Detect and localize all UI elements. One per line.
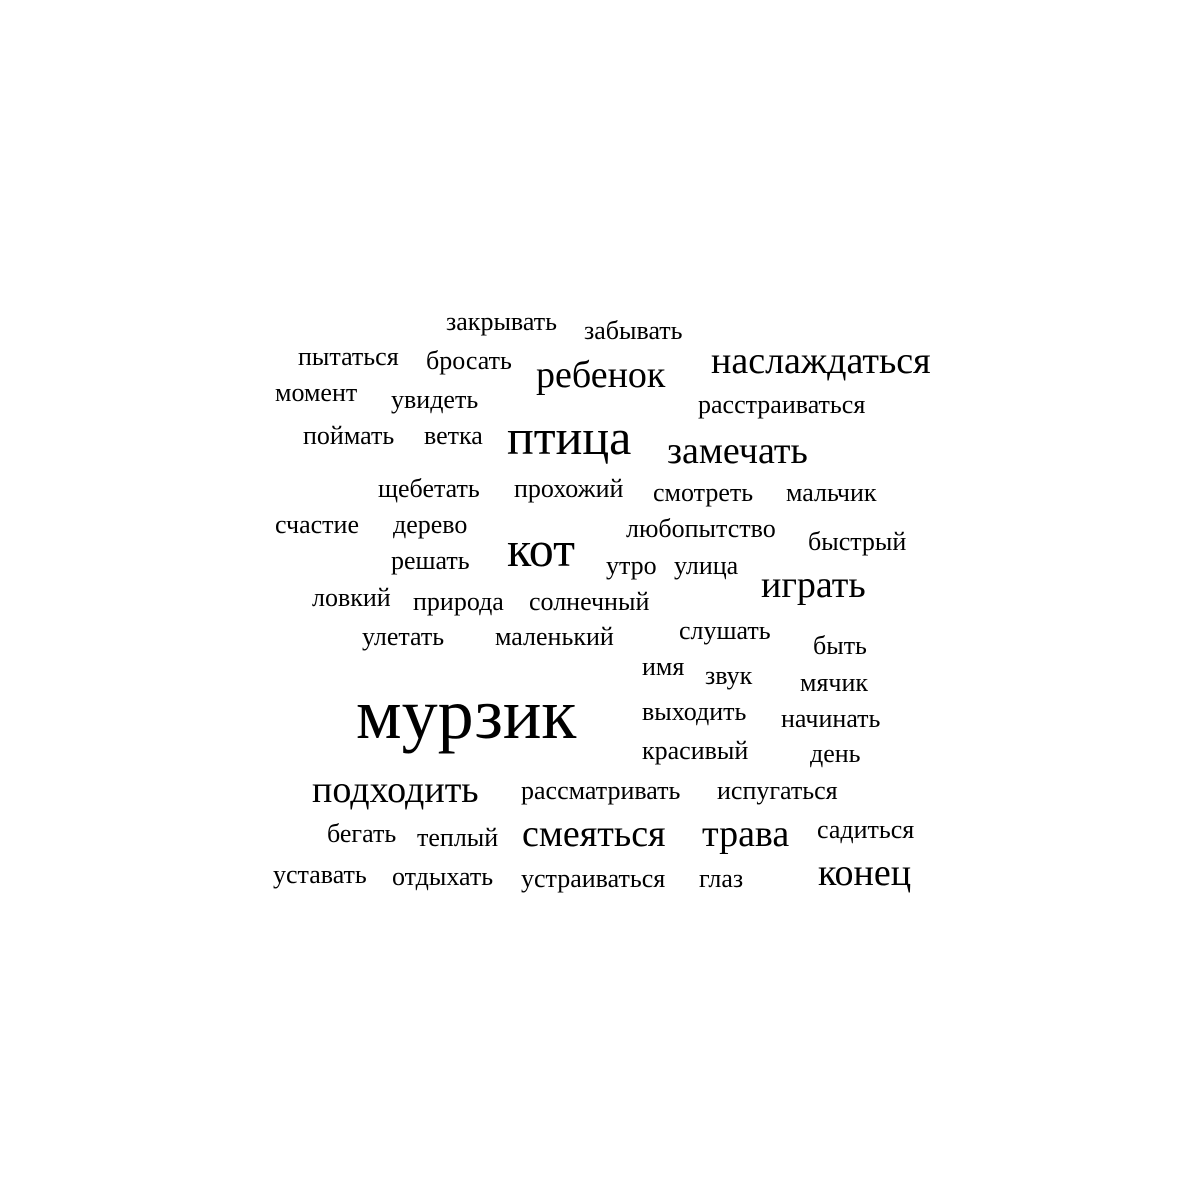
word-myachik: мячик — [800, 668, 869, 697]
word-kot: кот — [507, 521, 575, 577]
word-zvuk: звук — [705, 661, 753, 690]
word-lyubopytstvo: любопытство — [626, 514, 776, 543]
word-nachinat: начинать — [781, 704, 881, 733]
word-teplyy: теплый — [417, 823, 499, 852]
word-rasstraivatsya: расстраиваться — [698, 390, 866, 419]
word-zakryvat: закрывать — [446, 307, 557, 336]
word-ptitsa: птица — [507, 409, 632, 465]
word-bystryy: быстрый — [808, 527, 907, 556]
word-reshat: решать — [391, 546, 470, 575]
word-lovkiy: ловкий — [312, 583, 391, 612]
word-smotret: смотреть — [653, 478, 754, 507]
word-rebenok: ребенок — [536, 354, 666, 396]
word-malenkiy: маленький — [495, 622, 614, 651]
word-uletat: улетать — [362, 622, 445, 651]
word-podkhodit: подходить — [312, 769, 479, 811]
word-murzik: мурзик — [356, 674, 577, 754]
word-glaz: глаз — [699, 864, 744, 893]
word-slushat: слушать — [679, 616, 771, 645]
word-krasivyy: красивый — [642, 736, 749, 765]
word-solnechnyy: солнечный — [529, 587, 650, 616]
word-den: день — [810, 739, 861, 768]
word-moment: момент — [275, 378, 358, 407]
word-igrat: играть — [761, 564, 866, 606]
word-shchebetat: щебетать — [378, 474, 480, 503]
word-begat: бегать — [327, 819, 397, 848]
word-konets: конец — [818, 852, 912, 894]
word-ustraivatsya: устраиваться — [521, 864, 666, 893]
word-zabyvat: забывать — [584, 316, 683, 345]
word-saditsya: садиться — [817, 815, 915, 844]
word-byt: быть — [813, 631, 867, 660]
word-poimat: поймать — [303, 421, 395, 450]
word-otdykhat: отдыхать — [392, 862, 494, 891]
word-zamechat: замечать — [667, 430, 808, 472]
word-priroda: природа — [413, 587, 504, 616]
word-uvidet: увидеть — [391, 385, 479, 414]
word-vetka: ветка — [424, 421, 483, 450]
word-vykhodit: выходить — [642, 697, 747, 726]
word-pytatsya: пытаться — [298, 342, 399, 371]
word-naslazhdatsya: наслаждаться — [711, 340, 931, 382]
word-rassmatrivat: рассматривать — [521, 776, 681, 805]
word-trava: трава — [702, 813, 790, 855]
word-utro: утро — [606, 551, 657, 580]
word-imya: имя — [642, 652, 685, 681]
word-brosat: бросать — [426, 346, 512, 375]
word-ulitsa: улица — [674, 551, 739, 580]
word-derevo: дерево — [393, 510, 468, 539]
word-smeyatsya: смеяться — [522, 813, 666, 855]
word-malchik: мальчик — [786, 478, 877, 507]
word-ispugatsya: испугаться — [717, 776, 838, 805]
word-schastie: счастие — [275, 510, 359, 539]
word-prokhozhiy: прохожий — [514, 474, 624, 503]
word-ustavat: уставать — [273, 860, 367, 889]
